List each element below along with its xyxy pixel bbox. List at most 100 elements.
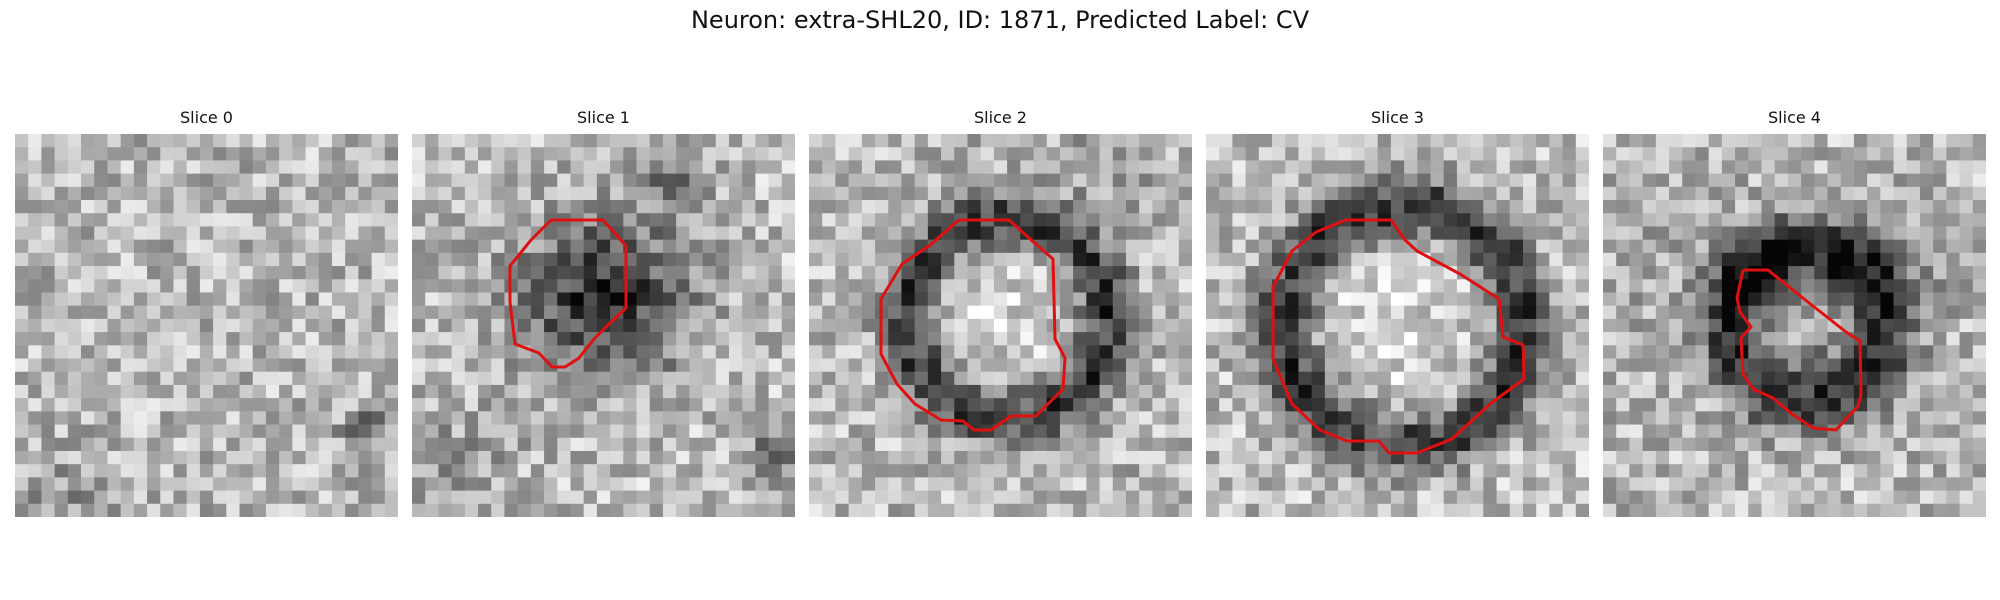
pixel-tile (1298, 160, 1313, 175)
pixel-tile (517, 279, 532, 294)
pixel-tile (596, 332, 611, 346)
pixel-tile (1761, 398, 1776, 412)
pixel-tile (451, 477, 466, 492)
pixel-tile (689, 305, 704, 320)
pixel-tile (67, 384, 82, 399)
pixel-tile (768, 266, 783, 280)
pixel-tile (15, 226, 29, 241)
pixel-tile (120, 186, 135, 201)
pixel-tile (331, 160, 346, 175)
pixel-tile (1364, 318, 1379, 333)
pixel-tile (1669, 239, 1683, 254)
pixel-tile (1364, 411, 1379, 426)
pixel-tile (901, 490, 916, 505)
pixel-tile (15, 437, 29, 452)
pixel-tile (1655, 292, 1670, 307)
pixel-tile (1919, 371, 1934, 386)
pixel-tile (1814, 384, 1829, 399)
pixel-tile (1430, 398, 1445, 412)
pixel-tile (1364, 398, 1379, 412)
pixel-tile (438, 134, 453, 148)
pixel-tile (1827, 292, 1842, 307)
pixel-tile (1430, 490, 1445, 505)
pixel-tile (1125, 464, 1140, 478)
pixel-tile (1324, 266, 1339, 280)
pixel-tile (1139, 477, 1153, 492)
pixel-tile (107, 490, 122, 505)
pixel-tile (1245, 437, 1260, 452)
pixel-tile (371, 450, 386, 465)
pixel-tile (41, 292, 56, 307)
pixel-tile (1616, 398, 1631, 412)
pixel-tile (1272, 305, 1286, 320)
pixel-tile (1853, 252, 1868, 267)
pixel-tile (1933, 384, 1947, 399)
pixel-tile (755, 411, 770, 426)
pixel-tile (530, 398, 545, 412)
pixel-tile (107, 266, 122, 280)
pixel-tile (81, 437, 95, 452)
pixel-tile (107, 384, 122, 399)
pixel-tile (358, 477, 373, 492)
pixel-tile (875, 160, 889, 175)
pixel-tile (1338, 464, 1352, 478)
pixel-tile (1086, 134, 1101, 148)
pixel-tile (384, 450, 398, 465)
pixel-tile (1972, 398, 1986, 412)
pixel-tile (279, 200, 293, 214)
pixel-tile (888, 450, 903, 465)
pixel-tile (1232, 279, 1247, 294)
pixel-tile (662, 226, 677, 241)
pixel-tile (491, 200, 506, 214)
pixel-tile (464, 266, 479, 280)
pixel-tile (715, 213, 730, 228)
pixel-tile (1655, 411, 1670, 426)
pixel-tile (1443, 305, 1458, 320)
pixel-tile (1919, 477, 1934, 492)
pixel-tile (1655, 490, 1670, 505)
pixel-tile (1165, 239, 1180, 254)
pixel-tile (1285, 437, 1300, 452)
pixel-tile (1549, 239, 1564, 254)
pixel-tile (1972, 279, 1986, 294)
pixel-tile (81, 398, 95, 412)
pixel-tile (1774, 305, 1789, 320)
pixel-tile (199, 213, 214, 228)
pixel-tile (1536, 437, 1550, 452)
pixel-tile (15, 318, 29, 333)
pixel-tile (875, 134, 889, 148)
pixel-tile (1020, 252, 1035, 267)
pixel-tile (914, 252, 929, 267)
pixel-tile (133, 371, 148, 386)
pixel-tile (1695, 464, 1710, 478)
pixel-tile (941, 424, 955, 439)
pixel-tile (1404, 200, 1418, 214)
pixel-tile (1695, 226, 1710, 241)
pixel-tile (1351, 490, 1366, 505)
pixel-tile (1112, 266, 1127, 280)
pixel-tile (1245, 477, 1260, 492)
pixel-tile (1735, 384, 1749, 399)
pixel-tile (1575, 292, 1589, 307)
pixel-tile (1245, 358, 1260, 373)
pixel-tile (213, 292, 227, 307)
pixel-tile (1232, 266, 1247, 280)
pixel-tile (1430, 464, 1445, 478)
pixel-tile (1059, 398, 1074, 412)
pixel-tile (54, 371, 69, 386)
pixel-tile (689, 147, 704, 162)
pixel-tile (1669, 345, 1683, 360)
pixel-tile (305, 503, 320, 517)
pixel-tile (1853, 147, 1868, 162)
pixel-tile (649, 371, 664, 386)
pixel-tile (81, 450, 95, 465)
pixel-tile (318, 318, 333, 333)
pixel-tile (265, 200, 280, 214)
pixel-tile (345, 477, 359, 492)
pixel-tile (1655, 318, 1670, 333)
pixel-tile (1629, 411, 1644, 426)
pixel-tile (570, 437, 585, 452)
pixel-tile (1404, 292, 1418, 307)
pixel-tile (1575, 226, 1589, 241)
pixel-tile (1536, 503, 1550, 517)
